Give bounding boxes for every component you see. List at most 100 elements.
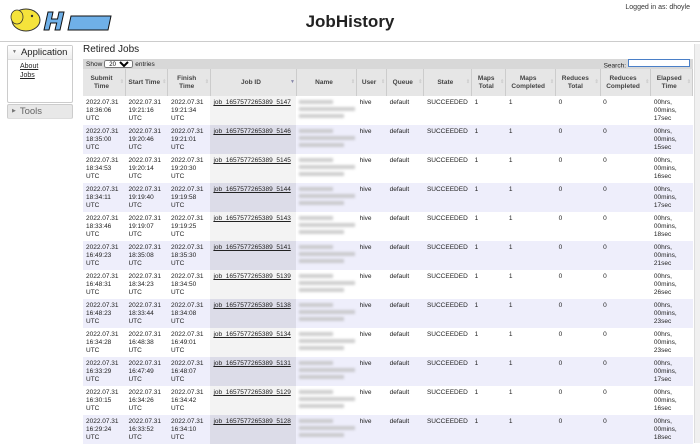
red_done-cell: 0 — [600, 386, 651, 415]
job-id-link[interactable]: job_1657577265389_5144 — [213, 186, 291, 193]
header: JobHistory Logged in as: dhoyle — [0, 0, 700, 42]
column-header[interactable]: Job ID ▼ — [210, 69, 297, 96]
column-header[interactable]: Submit Time ⇕ — [83, 69, 126, 96]
state-cell: SUCCEEDED — [423, 270, 472, 299]
column-header[interactable]: Name ⇕ — [296, 69, 358, 96]
column-header[interactable]: Start Time ⇕ — [125, 69, 169, 96]
maps_total-cell: 1 — [471, 357, 506, 386]
maps_done-cell: 1 — [505, 96, 556, 125]
user-cell: hive — [356, 299, 387, 328]
maps_total-cell: 1 — [471, 241, 506, 270]
job-id-link[interactable]: job_1657577265389_5128 — [213, 418, 291, 425]
elapsed-cell: 00hrs, 00mins, 23sec — [650, 299, 693, 328]
submit-cell: 2022.07.31 18:35:00 UTC — [83, 125, 126, 154]
column-header[interactable]: Reduces Completed ⇕ — [600, 69, 652, 96]
job-id-link[interactable]: job_1657577265389_5138 — [213, 302, 291, 309]
elapsed-cell: 00hrs, 00mins, 15sec — [650, 125, 693, 154]
column-header-label: Finish Time — [177, 74, 197, 90]
sidebar: ▼ Application About Jobs ▶ Tools — [7, 45, 73, 119]
column-header-label: Maps Completed — [511, 74, 545, 90]
maps_done-cell: 1 — [505, 212, 556, 241]
triangle-right-icon: ▶ — [12, 108, 16, 114]
column-header-label: Maps Total — [477, 74, 495, 90]
start-cell: 2022.07.31 16:33:52 UTC — [125, 415, 168, 444]
job-id-link[interactable]: job_1657577265389_5134 — [213, 331, 291, 338]
job-id-link[interactable]: job_1657577265389_5129 — [213, 389, 291, 396]
job-id-cell: job_1657577265389_5147 — [210, 96, 297, 125]
sidebar-item-about[interactable]: About — [20, 63, 39, 70]
user-cell: hive — [356, 270, 387, 299]
red_done-cell: 0 — [600, 270, 651, 299]
start-cell: 2022.07.31 19:20:14 UTC — [125, 154, 168, 183]
maps_done-cell: 1 — [505, 415, 556, 444]
column-header[interactable]: State ⇕ — [423, 69, 473, 96]
main-content: Retired Jobs Show 20 entries Search: Submi… — [83, 44, 693, 444]
job-id-cell: job_1657577265389_5144 — [210, 183, 297, 212]
column-header-label: Name — [315, 78, 333, 86]
red_done-cell: 0 — [600, 241, 651, 270]
sidebar-item-jobs[interactable]: Jobs — [20, 72, 35, 79]
column-header[interactable]: Finish Time ⇕ — [167, 69, 211, 96]
job-name-cell-blurred — [296, 386, 357, 415]
job-id-link[interactable]: job_1657577265389_5143 — [213, 215, 291, 222]
maps_total-cell: 1 — [471, 299, 506, 328]
table-row: 2022.07.31 16:34:28 UTC 2022.07.31 16:48:… — [83, 328, 693, 357]
start-cell: 2022.07.31 16:48:38 UTC — [125, 328, 168, 357]
application-toggle[interactable]: ▼ Application — [8, 46, 72, 60]
search-input[interactable] — [628, 58, 690, 67]
user-cell: hive — [356, 357, 387, 386]
elapsed-cell: 00hrs, 00mins, 23sec — [650, 328, 693, 357]
column-header[interactable]: User ⇕ — [356, 69, 388, 96]
column-header[interactable]: Maps Total ⇕ — [471, 69, 507, 96]
column-header-label: Queue — [392, 78, 413, 86]
page-size-select[interactable]: 20 — [104, 60, 134, 68]
submit-cell: 2022.07.31 16:49:23 UTC — [83, 241, 126, 270]
queue-cell: default — [386, 415, 424, 444]
finish-cell: 2022.07.31 16:48:07 UTC — [167, 357, 211, 386]
finish-cell: 2022.07.31 16:49:01 UTC — [167, 328, 211, 357]
finish-cell: 2022.07.31 19:21:34 UTC — [167, 96, 211, 125]
table-toolbar: Show 20 entries Search: — [83, 58, 693, 69]
sort-icon: ⇕ — [418, 79, 423, 85]
red_done-cell: 0 — [600, 299, 651, 328]
column-header-label: Submit Time — [90, 74, 113, 90]
start-cell: 2022.07.31 16:34:26 UTC — [125, 386, 168, 415]
state-cell: SUCCEEDED — [423, 328, 472, 357]
tools-toggle[interactable]: ▶ Tools — [7, 104, 73, 119]
finish-cell: 2022.07.31 18:34:08 UTC — [167, 299, 211, 328]
column-header[interactable]: Elapsed Time ⇕ — [650, 69, 693, 96]
job-name-cell-blurred — [296, 299, 357, 328]
job-id-link[interactable]: job_1657577265389_5141 — [213, 244, 291, 251]
red_total-cell: 0 — [555, 154, 601, 183]
job-id-link[interactable]: job_1657577265389_5146 — [213, 128, 291, 135]
job-name-cell-blurred — [296, 125, 357, 154]
red_done-cell: 0 — [600, 212, 651, 241]
red_total-cell: 0 — [555, 125, 601, 154]
triangle-down-icon: ▼ — [12, 49, 17, 55]
sort-icon: ▼ — [290, 79, 295, 85]
red_total-cell: 0 — [555, 270, 601, 299]
table-row: 2022.07.31 16:48:31 UTC 2022.07.31 18:34:… — [83, 270, 693, 299]
column-header[interactable]: Reduces Total ⇕ — [555, 69, 601, 96]
column-header[interactable]: Queue ⇕ — [386, 69, 425, 96]
finish-cell: 2022.07.31 16:34:10 UTC — [167, 415, 211, 444]
submit-cell: 2022.07.31 16:33:29 UTC — [83, 357, 126, 386]
job-id-link[interactable]: job_1657577265389_5139 — [213, 273, 291, 280]
sort-icon: ⇕ — [549, 79, 555, 85]
login-status: Logged in as: dhoyle — [625, 4, 690, 11]
section-title: Retired Jobs — [83, 44, 140, 55]
finish-cell: 2022.07.31 18:35:30 UTC — [167, 241, 211, 270]
maps_done-cell: 1 — [505, 125, 556, 154]
sort-icon: ⇕ — [500, 79, 505, 85]
page-scrollbar[interactable] — [694, 44, 700, 443]
table-row: 2022.07.31 16:29:24 UTC 2022.07.31 16:33:… — [83, 415, 693, 444]
job-id-link[interactable]: job_1657577265389_5145 — [213, 157, 291, 164]
hadoop-logo[interactable] — [8, 4, 140, 36]
red_total-cell: 0 — [555, 357, 601, 386]
job-id-link[interactable]: job_1657577265389_5131 — [213, 360, 291, 367]
job-id-link[interactable]: job_1657577265389_5147 — [213, 99, 291, 106]
state-cell: SUCCEEDED — [423, 212, 472, 241]
maps_done-cell: 1 — [505, 328, 556, 357]
column-header[interactable]: Maps Completed ⇕ — [505, 69, 557, 96]
table-row: 2022.07.31 16:48:23 UTC 2022.07.31 18:33:… — [83, 299, 693, 328]
